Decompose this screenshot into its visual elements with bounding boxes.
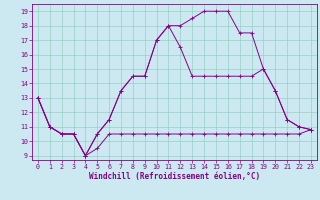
X-axis label: Windchill (Refroidissement éolien,°C): Windchill (Refroidissement éolien,°C) (89, 172, 260, 181)
